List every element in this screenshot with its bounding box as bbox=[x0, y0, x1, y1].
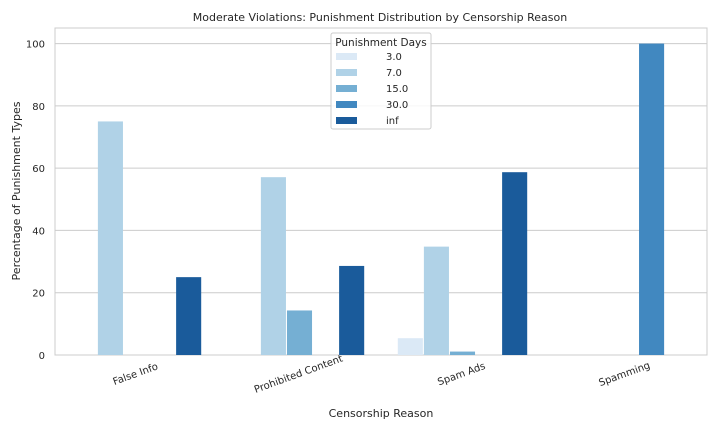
plot-frame bbox=[54, 27, 708, 356]
legend-label: 3.0 bbox=[386, 52, 402, 63]
x-axis-label: Censorship Reason bbox=[329, 407, 434, 420]
bar bbox=[339, 265, 365, 355]
y-tick-label: 60 bbox=[32, 164, 45, 175]
bar bbox=[176, 277, 202, 355]
x-tick-label: Spam Ads bbox=[436, 361, 487, 388]
x-tick-label: False Info bbox=[112, 361, 160, 387]
bar bbox=[423, 246, 449, 355]
legend-swatch bbox=[336, 53, 357, 60]
bar bbox=[449, 351, 476, 355]
bar bbox=[97, 121, 123, 355]
bar bbox=[260, 177, 286, 355]
legend-swatch bbox=[336, 69, 357, 76]
y-ticks: 0 20 40 60 80 100 bbox=[26, 40, 45, 362]
legend: Punishment Days 3.0 7.0 15.0 30.0 inf bbox=[330, 32, 432, 130]
bars bbox=[97, 43, 665, 355]
bar bbox=[639, 43, 665, 355]
y-tick-label: 100 bbox=[26, 40, 45, 51]
legend-title: Punishment Days bbox=[335, 37, 427, 49]
legend-swatch bbox=[336, 101, 357, 108]
bar bbox=[502, 172, 528, 355]
y-axis-label: Percentage of Punishment Types bbox=[10, 101, 23, 280]
x-ticks: False Info Prohibited Content Spam Ads Spam… bbox=[112, 353, 652, 395]
bar bbox=[397, 338, 423, 355]
y-tick-label: 80 bbox=[32, 102, 45, 113]
x-tick-label: Spamming bbox=[597, 360, 651, 389]
legend-label: 15.0 bbox=[386, 84, 408, 95]
x-tick-label: Prohibited Content bbox=[253, 353, 345, 395]
y-tick-label: 20 bbox=[32, 289, 45, 300]
legend-label: 30.0 bbox=[386, 100, 408, 111]
legend-swatch bbox=[336, 85, 357, 92]
bar bbox=[286, 310, 313, 355]
legend-label: inf bbox=[386, 116, 399, 127]
y-tick-label: 0 bbox=[39, 351, 45, 362]
legend-label: 7.0 bbox=[386, 68, 402, 79]
legend-swatch bbox=[336, 117, 357, 124]
chart-title: Moderate Violations: Punishment Distribu… bbox=[193, 11, 568, 24]
y-tick-label: 40 bbox=[32, 226, 45, 237]
